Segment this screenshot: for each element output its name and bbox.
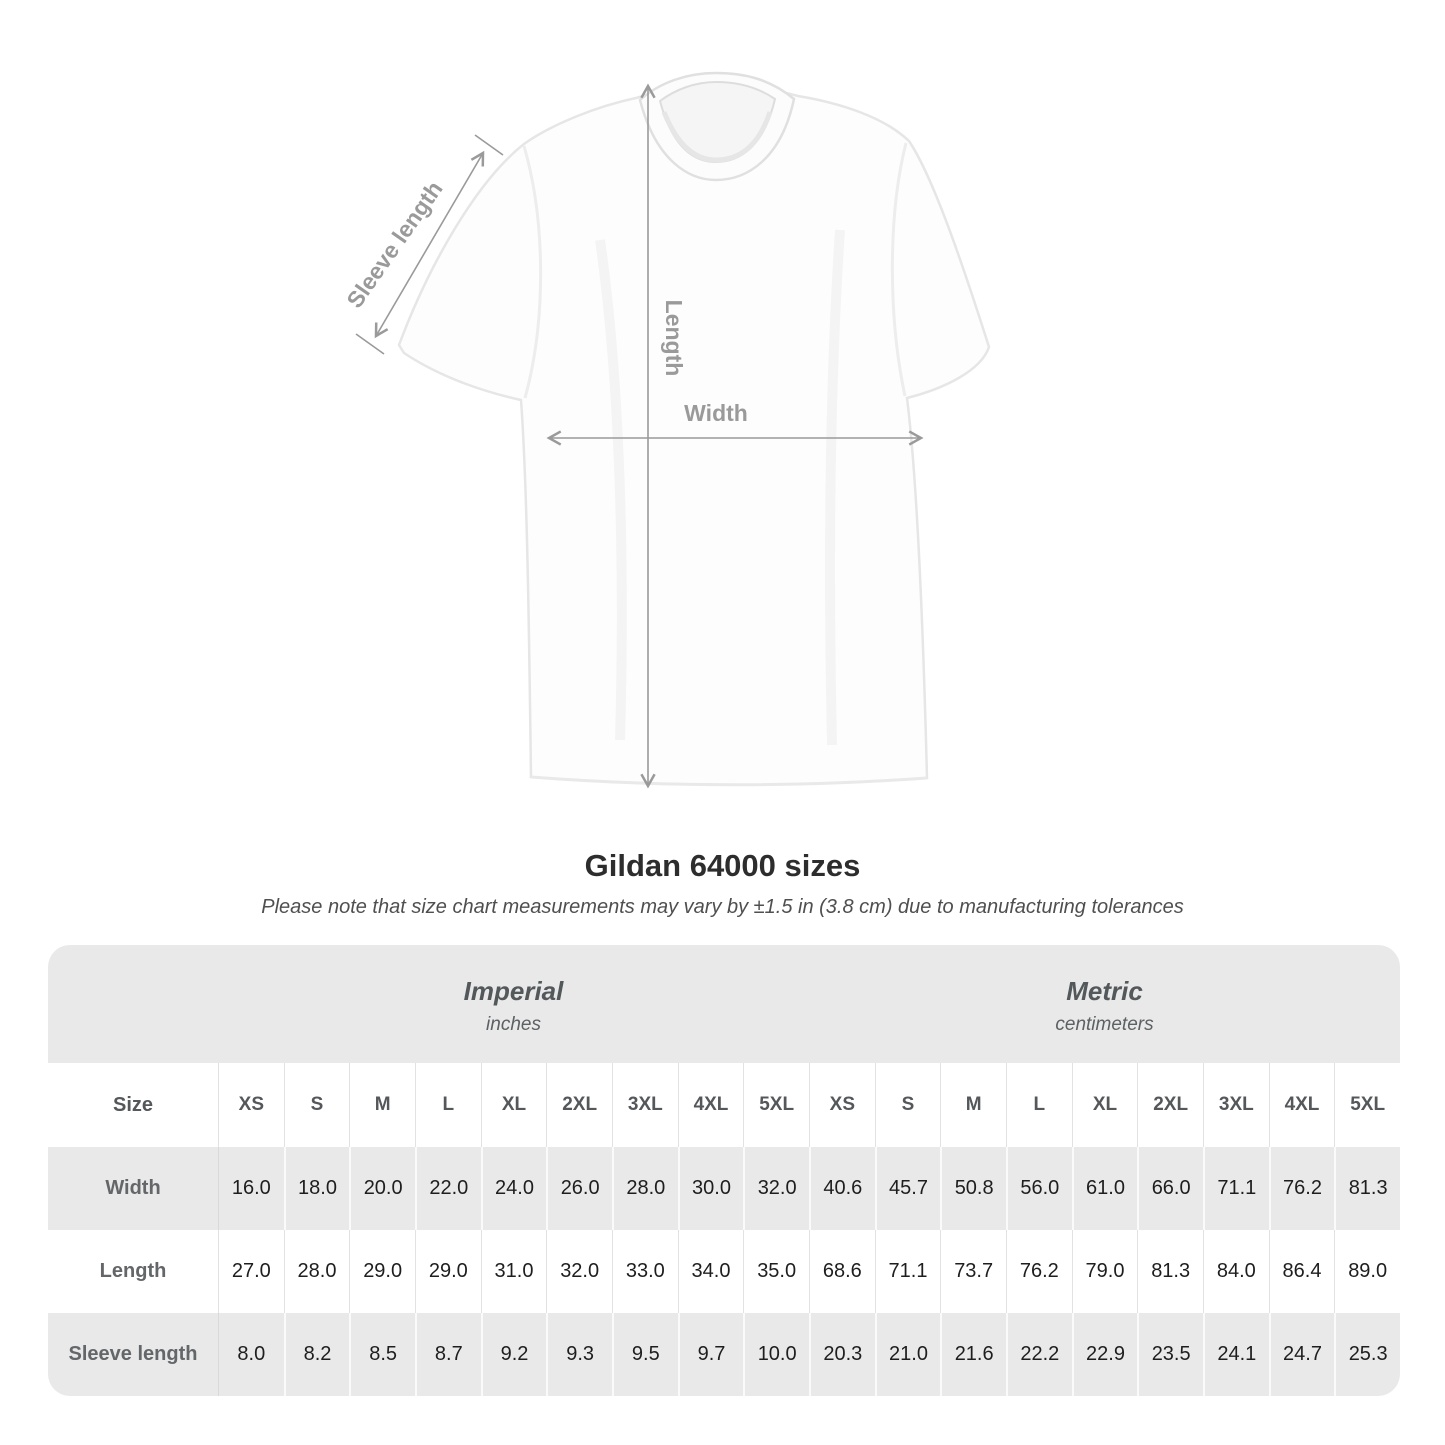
table-cell: M <box>349 1063 415 1147</box>
row-label: Length <box>99 1260 167 1282</box>
width-label: Width <box>684 400 748 426</box>
table-row-width: Width 16.0 18.0 20.0 22.0 24.0 26.0 28.0 30.0 32.… <box>48 1147 1400 1230</box>
table-cell: 68.6 <box>808 1230 875 1313</box>
table-row-sleeve-length: Sleeve length 8.0 8.2 8.5 8.7 9.2 9.3 9.5 9.7 10.… <box>48 1313 1400 1396</box>
table-cell: 10.0 <box>743 1313 809 1396</box>
table-cell: 79.0 <box>1071 1230 1138 1313</box>
table-cell: 73.7 <box>940 1230 1006 1313</box>
table-cell: 8.0 <box>218 1313 284 1396</box>
table-cell: 2XL <box>1137 1063 1203 1147</box>
table-cell: 45.7 <box>874 1147 941 1230</box>
table-cell: S <box>283 1063 350 1147</box>
table-cell: 22.9 <box>1071 1313 1138 1396</box>
length-label: Length <box>661 300 687 377</box>
size-header-row: Size XS S M L XL 2XL 3XL 4XL 5XL XS S M L XL 2XL 3XL 4XL 5… <box>48 1063 1400 1147</box>
table-cell: 56.0 <box>1005 1147 1072 1230</box>
table-cell: 71.1 <box>874 1230 941 1313</box>
table-cell: 29.0 <box>414 1230 481 1313</box>
table-cell: 9.7 <box>677 1313 744 1396</box>
table-cell: 4XL <box>677 1063 744 1147</box>
table-cell: L <box>1005 1063 1072 1147</box>
table-cell: 3XL <box>611 1063 678 1147</box>
table-cell: 61.0 <box>1071 1147 1138 1230</box>
table-cell: 81.3 <box>1334 1147 1400 1230</box>
imperial-unit: inches <box>486 1014 541 1035</box>
table-cell: 21.0 <box>874 1313 941 1396</box>
table-cell: 32.0 <box>743 1147 809 1230</box>
table-cell: 20.0 <box>349 1147 415 1230</box>
size-row-label: Size <box>112 1093 154 1116</box>
table-cell: 20.3 <box>808 1313 875 1396</box>
table-cell: 21.6 <box>940 1313 1006 1396</box>
table-cell: 50.8 <box>940 1147 1006 1230</box>
table-cell: 71.1 <box>1202 1147 1269 1230</box>
table-cell: 16.0 <box>218 1147 284 1230</box>
table-cell: 22.2 <box>1005 1313 1072 1396</box>
table-cell: 31.0 <box>480 1230 547 1313</box>
table-cell: 28.0 <box>283 1230 350 1313</box>
table-cell: XS <box>218 1063 284 1147</box>
tshirt-diagram: Width Length Sleeve length <box>341 71 991 789</box>
table-cell: XS <box>808 1063 875 1147</box>
page-title: Gildan 64000 sizes <box>584 848 861 883</box>
row-label: Width <box>105 1177 161 1199</box>
table-cell: XL <box>1071 1063 1138 1147</box>
table-cell: 76.2 <box>1005 1230 1072 1313</box>
table-cell: 33.0 <box>611 1230 678 1313</box>
page-subtitle: Please note that size chart measurements… <box>261 896 1184 918</box>
table-cell: 8.7 <box>414 1313 481 1396</box>
tshirt-shape <box>397 71 991 787</box>
table-cell: 24.0 <box>480 1147 547 1230</box>
table-cell: L <box>414 1063 481 1147</box>
table-cell: 4XL <box>1268 1063 1335 1147</box>
table-cell: 89.0 <box>1334 1230 1400 1313</box>
measurement-annotations <box>355 83 924 789</box>
table-cell: 24.7 <box>1268 1313 1335 1396</box>
table-cell: 8.2 <box>283 1313 350 1396</box>
table-cell: 9.3 <box>546 1313 612 1396</box>
table-cell: 34.0 <box>677 1230 744 1313</box>
table-cell: 35.0 <box>743 1230 809 1313</box>
table-cell: 32.0 <box>546 1230 612 1313</box>
table-row-length: Length 27.0 28.0 29.0 29.0 31.0 32.0 33.0 34.0 35… <box>48 1230 1400 1313</box>
table-cell: 24.1 <box>1202 1313 1269 1396</box>
table-cell: 76.2 <box>1268 1147 1335 1230</box>
table-cell: S <box>874 1063 941 1147</box>
table-cell: 86.4 <box>1268 1230 1335 1313</box>
table-cell: 5XL <box>743 1063 809 1147</box>
table-cell: 8.5 <box>349 1313 415 1396</box>
table-cell: 40.6 <box>808 1147 875 1230</box>
table-cell: 28.0 <box>611 1147 678 1230</box>
table-cell: M <box>940 1063 1006 1147</box>
table-cell: 22.0 <box>414 1147 481 1230</box>
table-cell: 81.3 <box>1137 1230 1203 1313</box>
table-cell: XL <box>480 1063 547 1147</box>
row-label: Sleeve length <box>68 1343 198 1365</box>
sleeve-arrow <box>374 150 485 339</box>
table-cell: 18.0 <box>283 1147 350 1230</box>
table-cell: 84.0 <box>1202 1230 1269 1313</box>
table-cell: 25.3 <box>1334 1313 1400 1396</box>
table-cell: 2XL <box>546 1063 612 1147</box>
table-cell: 29.0 <box>349 1230 415 1313</box>
imperial-label: Imperial <box>463 976 564 1006</box>
table-cell: 5XL <box>1334 1063 1400 1147</box>
size-table: Imperial inches Metric centimeters Size X… <box>48 945 1400 1396</box>
metric-header: Metric centimeters <box>809 945 1400 1063</box>
table-cell: 3XL <box>1202 1063 1269 1147</box>
table-cell: 66.0 <box>1137 1147 1203 1230</box>
tshirt-illustration: Width Length Sleeve length <box>341 71 991 789</box>
table-cell: 26.0 <box>546 1147 612 1230</box>
table-cell: 30.0 <box>677 1147 744 1230</box>
metric-unit: centimeters <box>1055 1014 1154 1035</box>
table-cell: 9.2 <box>480 1313 547 1396</box>
table-cell: 27.0 <box>218 1230 284 1313</box>
imperial-header: Imperial inches <box>218 945 809 1063</box>
metric-label: Metric <box>1066 976 1143 1006</box>
table-cell: 23.5 <box>1137 1313 1203 1396</box>
table-cell: 9.5 <box>611 1313 678 1396</box>
table-header-band: Imperial inches Metric centimeters <box>48 945 1400 1063</box>
